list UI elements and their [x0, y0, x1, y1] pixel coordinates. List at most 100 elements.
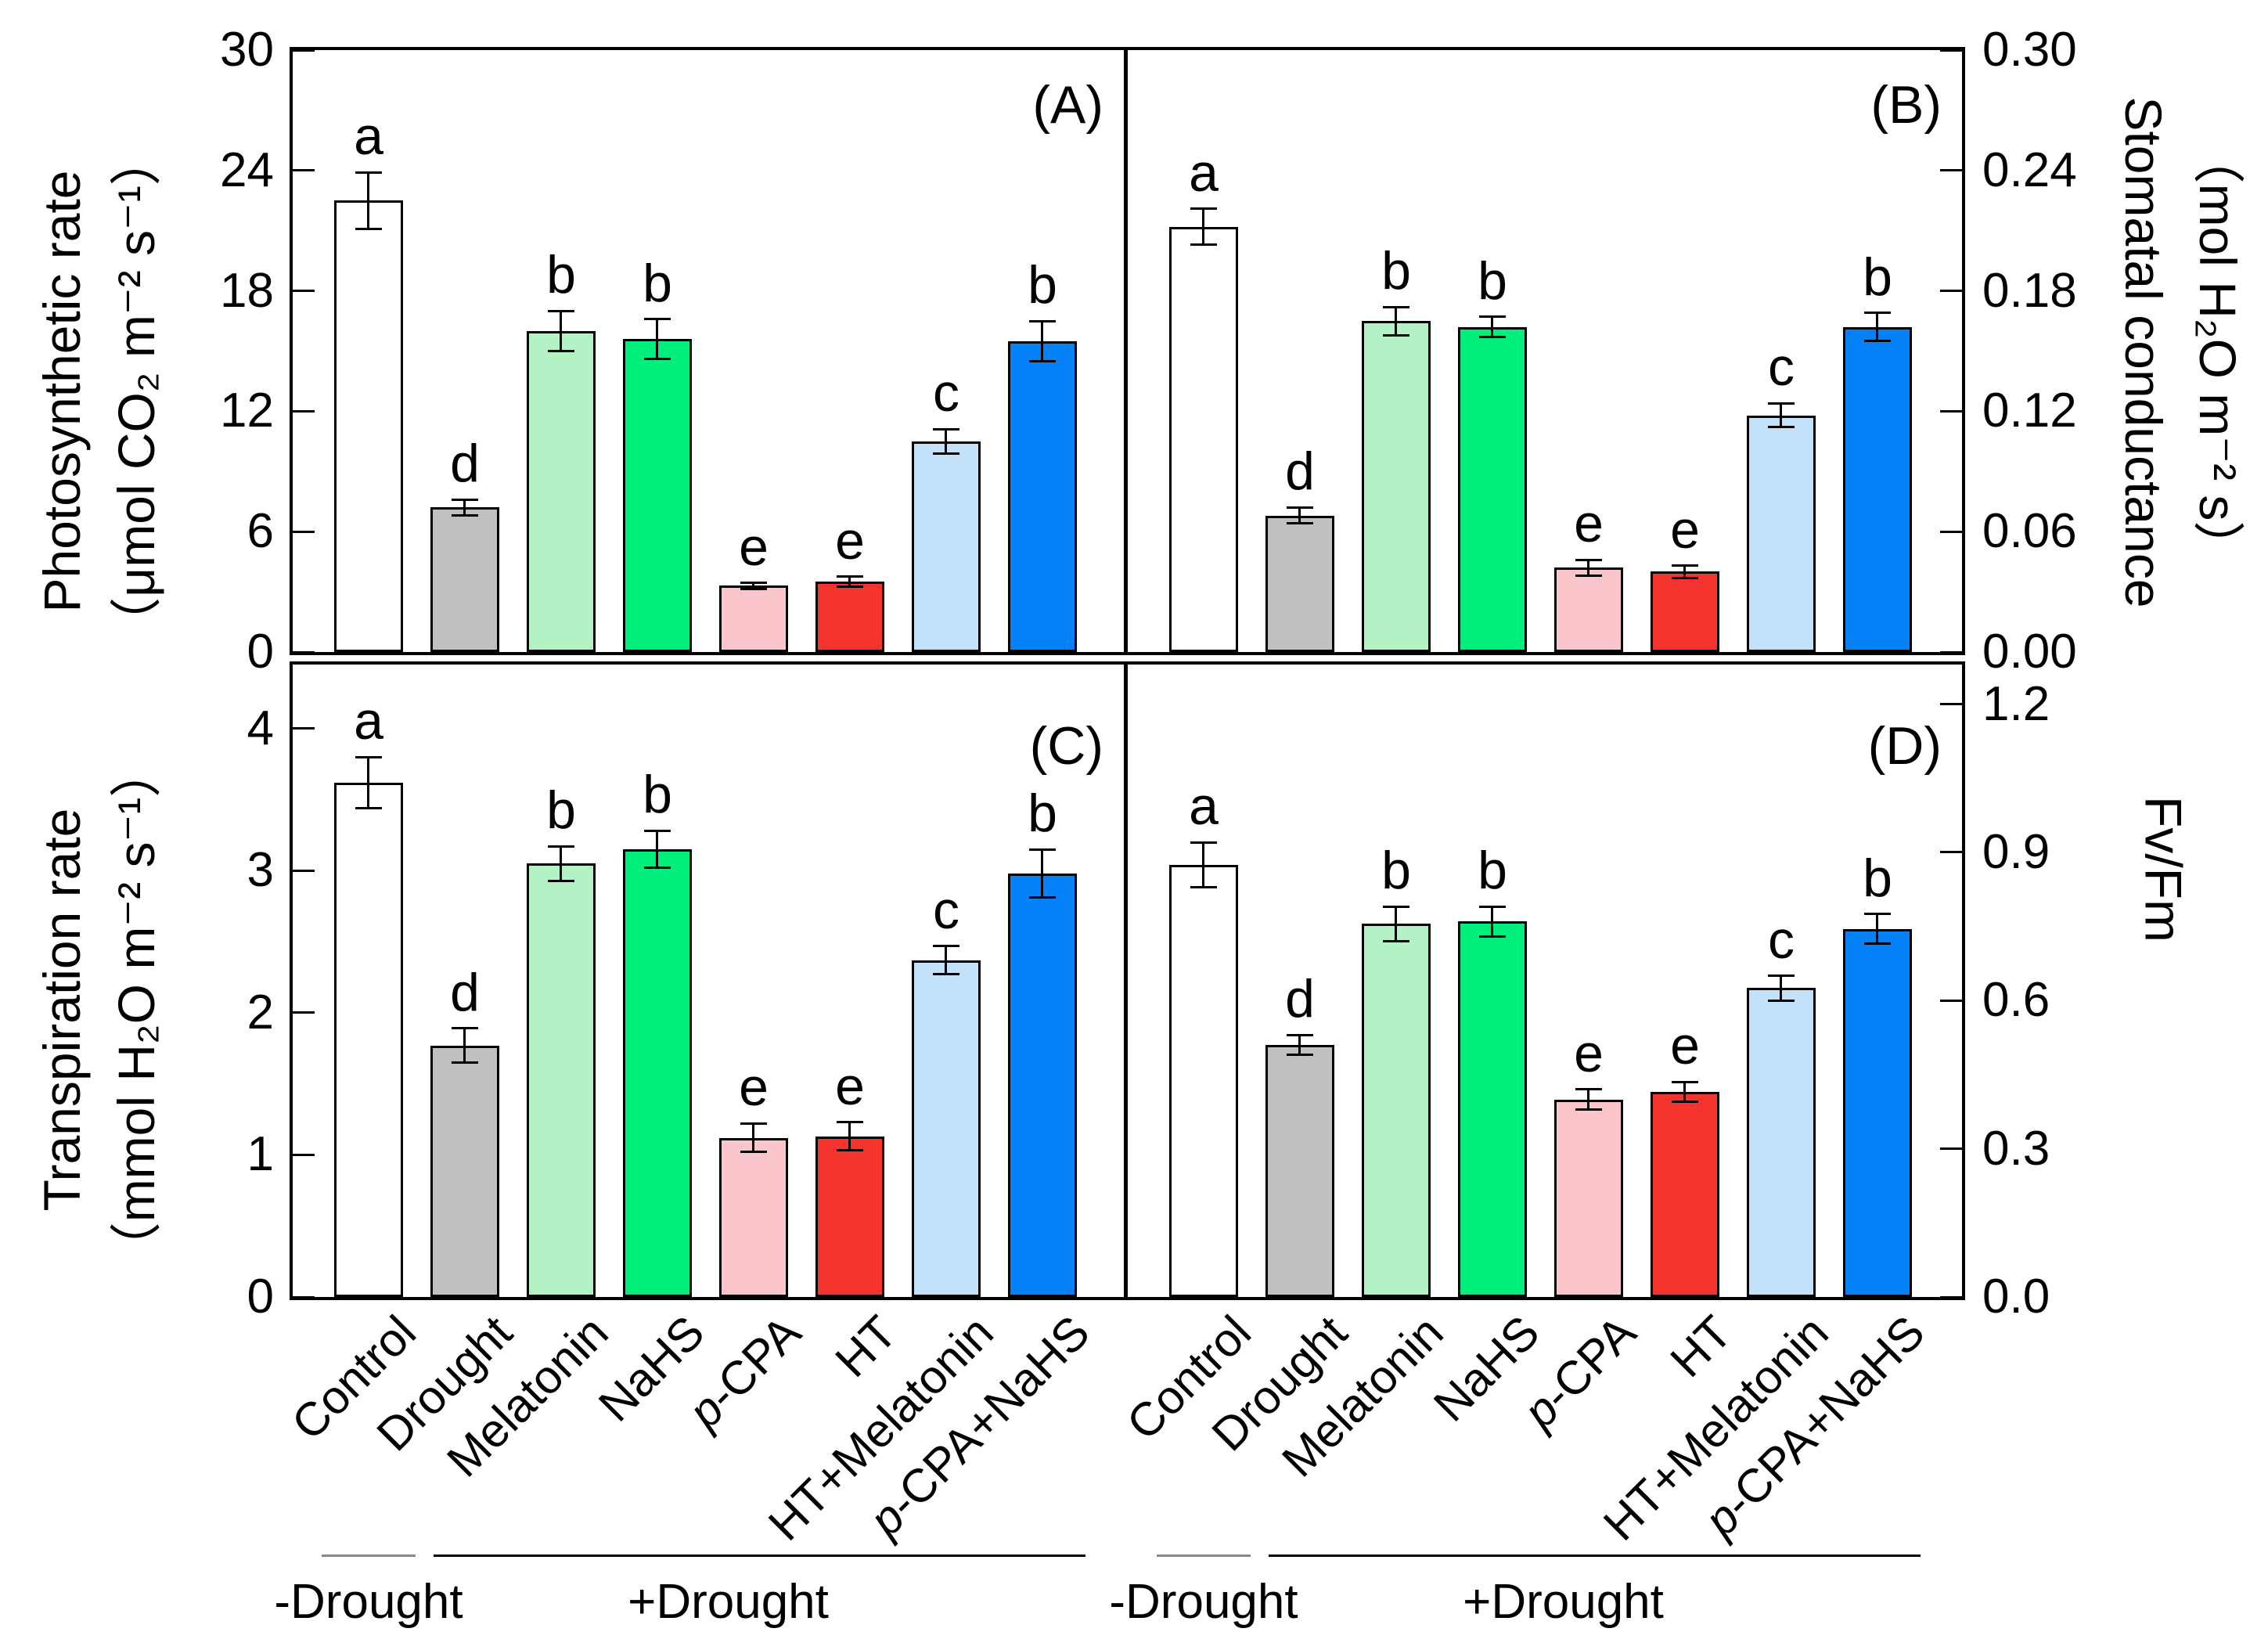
panel-label-c: (C) [1029, 716, 1103, 776]
y-tick [1940, 409, 1962, 412]
error-bar-cap-bottom [548, 879, 574, 882]
error-bar [1876, 913, 1878, 944]
error-bar-cap-bottom [837, 585, 863, 589]
bar-NaHS [623, 849, 692, 1297]
significance-letter: d [450, 434, 480, 494]
group-line [322, 1555, 416, 1557]
panel-d-fvfm: (D) a d b b e e c b [1125, 661, 1965, 1300]
y-tick-label: 0.24 [1982, 142, 2077, 197]
y-tick-label: 0.06 [1982, 504, 2077, 559]
error-bar-cap-bottom [644, 866, 671, 870]
group-label: -Drought [1109, 1575, 1298, 1629]
y-tick [293, 1295, 315, 1299]
error-bar-cap-bottom [452, 514, 478, 517]
significance-letter: b [1478, 250, 1507, 311]
bar-p-CPA [719, 585, 788, 652]
error-bar [1202, 208, 1204, 245]
error-bar-cap-bottom [1864, 942, 1891, 946]
bar-Control [1169, 226, 1238, 652]
panel-a-photosynthetic-rate: (A) a d b b e e c b [290, 47, 1127, 655]
group-line [1157, 1555, 1251, 1557]
error-bar [848, 1122, 851, 1151]
error-bar [560, 846, 562, 881]
significance-letter: d [450, 962, 480, 1022]
y-tick [293, 290, 315, 293]
error-bar-cap-top [452, 498, 478, 501]
error-bar [656, 830, 658, 868]
y-tick-label: 30 [220, 23, 274, 77]
error-bar [367, 172, 369, 229]
error-bar-cap-bottom [837, 1149, 863, 1152]
group-label: +Drought [628, 1575, 829, 1629]
y-tick-label: 12 [220, 384, 274, 438]
significance-letter: c [933, 363, 959, 423]
error-bar-cap-top [1575, 558, 1602, 561]
y-tick-label: 0.3 [1982, 1121, 2050, 1176]
bar-Control [334, 782, 403, 1297]
error-bar-cap-top [1287, 1033, 1313, 1036]
y-tick-label: 18 [220, 263, 274, 318]
error-bar [1298, 507, 1301, 524]
error-bar-cap-bottom [1383, 333, 1409, 337]
error-bar-cap-bottom [1864, 340, 1891, 343]
error-bar-cap-top [1768, 975, 1795, 978]
error-bar [1491, 906, 1493, 937]
significance-letter: e [739, 517, 769, 577]
y-tick-label: 24 [220, 142, 274, 197]
bar-p-CPA+NaHS [1843, 326, 1912, 652]
bar-HT [1651, 571, 1719, 652]
error-bar-cap-bottom [1287, 522, 1313, 525]
y-tick-label: 1.2 [1982, 676, 2050, 731]
error-bar [945, 946, 947, 975]
bar-p-CPA+NaHS [1843, 928, 1912, 1297]
error-bar-cap-top [1768, 402, 1795, 405]
error-bar-cap-bottom [740, 587, 767, 590]
y-tick [293, 650, 315, 654]
error-bar [945, 429, 947, 454]
error-bar-cap-bottom [1383, 940, 1409, 942]
y-tick [293, 1011, 315, 1014]
error-bar-cap-bottom [1672, 576, 1698, 579]
bar-Control [1169, 864, 1238, 1297]
significance-letter: b [643, 765, 672, 825]
error-bar-cap-top [933, 945, 959, 948]
error-bar-cap-top [1575, 1088, 1602, 1091]
y-axis-title-fvfm: Fv/Fm [2126, 478, 2201, 1261]
significance-letter: e [835, 510, 865, 571]
significance-letter: e [1574, 494, 1604, 554]
bar-HT+Melatonin [912, 441, 981, 652]
significance-letter: b [546, 780, 576, 841]
error-bar [1041, 849, 1043, 898]
x-category-label: HT [1660, 1306, 1742, 1388]
error-bar-cap-top [548, 845, 574, 848]
x-category-label: p-CPA [678, 1306, 811, 1439]
error-bar-cap-top [740, 582, 767, 585]
error-bar-cap-top [1029, 848, 1056, 851]
y-tick-label: 0.18 [1982, 263, 2077, 318]
y-tick-label: 0.6 [1982, 973, 2050, 1028]
y-tick [1940, 1295, 1962, 1299]
significance-letter: c [933, 880, 959, 940]
error-bar [1395, 906, 1397, 942]
error-bar-cap-bottom [1575, 575, 1602, 578]
error-bar-cap-top [1479, 315, 1506, 319]
error-bar-cap-top [837, 575, 863, 578]
error-bar-cap-bottom [740, 1151, 767, 1154]
bar-HT [1651, 1092, 1719, 1297]
error-bar-cap-bottom [355, 806, 382, 809]
error-bar [656, 319, 658, 359]
error-bar-cap-top [837, 1121, 863, 1124]
panel-b-stomatal-conductance: (B) a d b b e e c b [1125, 47, 1965, 655]
error-bar [848, 576, 851, 587]
bar-p-CPA [1554, 567, 1623, 652]
significance-letter: b [1028, 255, 1057, 315]
error-bar-cap-bottom [548, 350, 574, 352]
bar-Drought [430, 507, 499, 652]
y-tick [293, 727, 315, 730]
error-bar-cap-bottom [933, 973, 959, 976]
error-bar-cap-bottom [1287, 1054, 1313, 1057]
x-category-label: HT [825, 1306, 907, 1388]
error-bar-cap-bottom [1190, 885, 1217, 888]
error-bar [752, 1123, 754, 1152]
